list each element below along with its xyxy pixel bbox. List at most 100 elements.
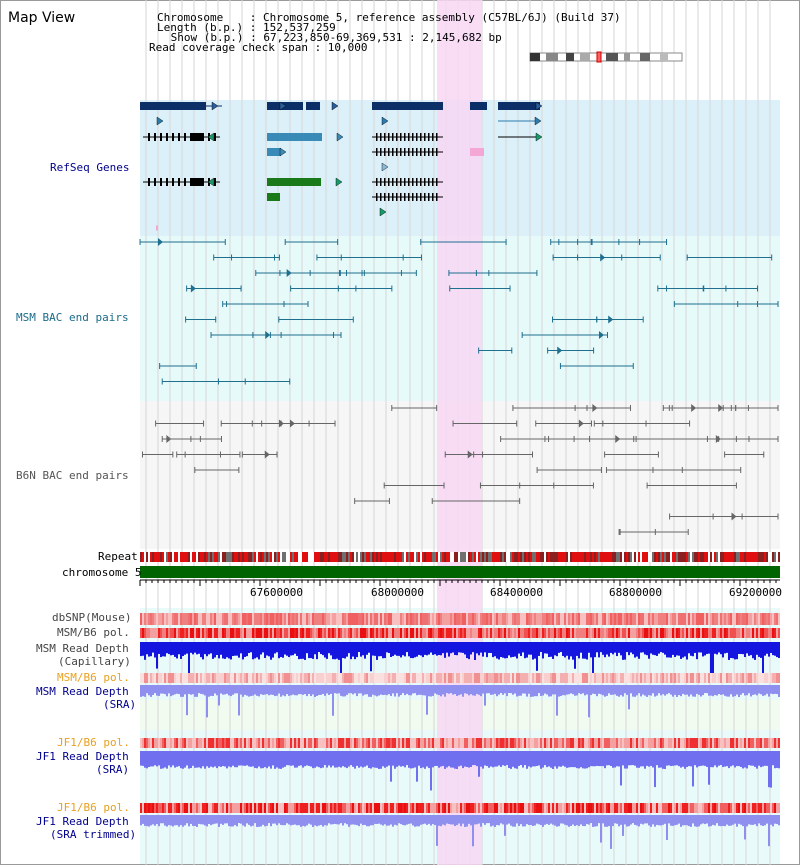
jf1-b6-pol-heat-track[interactable] <box>140 738 780 748</box>
heat-cell <box>350 738 352 748</box>
repeat-element <box>504 552 506 562</box>
heat-cell <box>488 738 490 748</box>
msm-b6-pol-heat-track[interactable] <box>140 628 780 638</box>
depth-bar <box>432 751 434 768</box>
jf1-read-depth-sra-track[interactable] <box>140 751 780 791</box>
heat-cell <box>428 803 430 813</box>
heat-cell <box>646 738 648 748</box>
refseq-genes-track[interactable] <box>140 101 543 231</box>
heat-cell <box>554 613 556 625</box>
jf1-read-depth-trimmed-track[interactable] <box>140 815 780 849</box>
heat-cell <box>404 738 406 748</box>
depth-bar <box>668 815 670 824</box>
heat-cell <box>596 803 598 813</box>
depth-bar <box>628 815 630 827</box>
repeat-element <box>728 552 730 562</box>
depth-bar <box>410 685 412 696</box>
depth-bar <box>666 642 668 658</box>
heat-cell <box>778 803 780 813</box>
highlight-region[interactable] <box>437 0 482 865</box>
depth-bar <box>294 815 296 825</box>
repeat-element <box>392 552 394 562</box>
heat-cell <box>448 673 450 683</box>
heat-cell <box>588 613 590 625</box>
heat-cell <box>506 738 508 748</box>
repeat-element <box>552 552 554 562</box>
heat-cell <box>244 803 246 813</box>
heat-cell <box>522 803 524 813</box>
heat-cell <box>654 613 656 625</box>
msm-bac-track-label[interactable]: MSM BAC end pairs <box>16 311 129 324</box>
heat-cell <box>236 803 238 813</box>
depth-bar <box>180 751 182 769</box>
gene-exon <box>432 148 434 156</box>
heat-cell <box>278 628 280 638</box>
dbsnp-heat-track[interactable] <box>140 613 780 625</box>
msm-b6-pol-heat-track-2[interactable] <box>140 673 780 683</box>
repeat-element <box>140 552 142 562</box>
depth-bar <box>510 751 512 769</box>
depth-bar <box>240 815 242 824</box>
depth-bar <box>256 642 258 658</box>
heat-cell <box>744 628 746 638</box>
heat-cell <box>226 738 228 748</box>
repeat-element <box>524 552 526 562</box>
repeat-element <box>700 552 702 562</box>
heat-cell <box>666 673 668 683</box>
heat-cell <box>672 613 674 625</box>
heat-cell <box>590 738 592 748</box>
repeat-track[interactable] <box>140 552 780 562</box>
heat-cell <box>662 738 664 748</box>
heat-cell <box>574 613 576 625</box>
jf1-b6-pol-heat-track-2[interactable] <box>140 803 780 813</box>
heat-cell <box>670 673 672 683</box>
depth-bar <box>504 685 506 694</box>
chromosome-ideogram[interactable] <box>529 51 683 63</box>
chromosome-bar[interactable] <box>140 566 780 578</box>
heat-cell <box>724 628 726 638</box>
depth-bar <box>614 815 616 824</box>
depth-bar <box>626 685 628 695</box>
heat-cell <box>412 628 414 638</box>
msm-bac-pairs-track[interactable] <box>139 238 779 385</box>
msm-read-depth-capillary-track[interactable] <box>140 642 780 682</box>
repeat-element <box>512 552 514 562</box>
depth-bar <box>552 685 554 695</box>
depth-bar <box>412 685 414 694</box>
depth-bar <box>250 751 252 767</box>
heat-cell <box>278 673 280 683</box>
refseq-track-label[interactable]: RefSeq Genes <box>50 161 130 174</box>
depth-bar <box>772 751 774 766</box>
depth-bar <box>596 751 598 766</box>
repeat-element <box>182 552 184 562</box>
heat-cell <box>382 738 384 748</box>
depth-bar <box>698 815 700 827</box>
msm-read-depth-sra-track[interactable] <box>140 685 780 718</box>
heat-cell <box>712 613 714 625</box>
depth-bar <box>162 751 164 769</box>
heat-cell <box>518 613 520 625</box>
depth-bar <box>226 751 228 769</box>
depth-bar <box>276 685 278 696</box>
depth-bar <box>504 815 506 836</box>
heat-cell <box>628 803 630 813</box>
depth-bar <box>212 815 214 825</box>
heat-cell <box>376 673 378 683</box>
repeat-element <box>616 552 618 562</box>
heat-cell <box>486 673 488 683</box>
depth-bar <box>320 642 322 655</box>
heat-cell <box>432 673 434 683</box>
heat-cell <box>148 628 150 638</box>
depth-bar <box>424 815 426 824</box>
b6n-bac-pairs-track[interactable] <box>141 404 779 535</box>
depth-bar <box>556 751 558 769</box>
gene-exon <box>380 193 382 201</box>
gene-exon <box>396 148 398 156</box>
depth-bar <box>406 815 408 825</box>
heat-cell <box>330 628 332 638</box>
gene-exon <box>267 178 321 186</box>
depth-bar <box>504 642 506 659</box>
depth-bar <box>750 685 752 697</box>
b6n-bac-track-label[interactable]: B6N BAC end pairs <box>16 469 129 482</box>
